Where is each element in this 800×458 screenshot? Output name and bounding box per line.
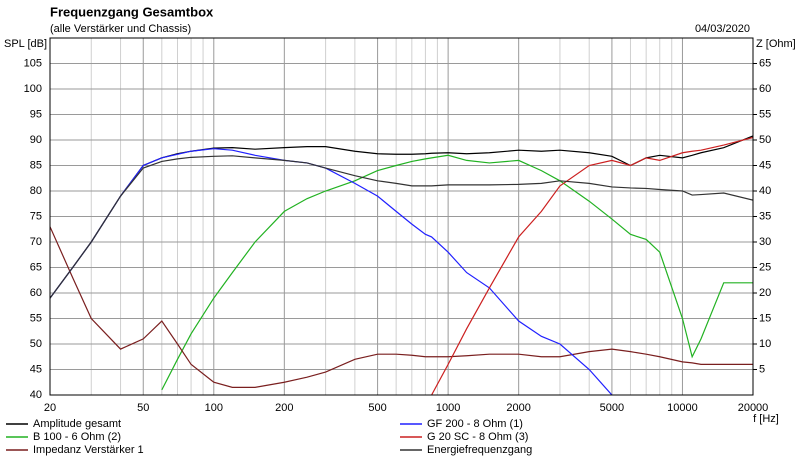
y-tick-label: 100 — [24, 83, 42, 95]
y-tick-label: 105 — [24, 57, 42, 69]
y2-axis-label: Z [Ohm] — [756, 38, 796, 50]
y2-tick-label: 35 — [759, 210, 771, 222]
x-tick-label: 20 — [44, 402, 56, 414]
x-tick-label: 20000 — [738, 402, 769, 414]
y-tick-label: 50 — [30, 338, 42, 350]
y2-tick-label: 15 — [759, 312, 771, 324]
y-tick-label: 40 — [30, 389, 42, 401]
x-tick-label: 100 — [205, 402, 223, 414]
x-tick-label: 2000 — [506, 402, 530, 414]
y2-tick-label: 55 — [759, 108, 771, 120]
series-line — [431, 136, 753, 395]
x-tick-label: 1000 — [436, 402, 460, 414]
y2-tick-label: 45 — [759, 159, 771, 171]
plot-lines — [50, 135, 753, 395]
y2-tick-label: 65 — [759, 57, 771, 69]
date: 04/03/2020 — [695, 23, 750, 35]
y-axis-label: SPL [dB] — [4, 38, 47, 50]
x-axis-label: f [Hz] — [753, 413, 779, 425]
y2-tick-label: 60 — [759, 83, 771, 95]
y-tick-label: 85 — [30, 159, 42, 171]
y2-tick-label: 50 — [759, 134, 771, 146]
y2-tick-label: 30 — [759, 236, 771, 248]
y2-tick-label: 5 — [759, 363, 765, 375]
chart-title: Frequenzgang Gesamtbox — [50, 4, 214, 19]
legend-label: GF 200 - 8 Ohm (1) — [427, 418, 523, 430]
y2-tick-label: 40 — [759, 185, 771, 197]
legend-label: Amplitude gesamt — [33, 418, 121, 430]
x-tick-label: 500 — [368, 402, 386, 414]
y-tick-label: 65 — [30, 261, 42, 273]
chart-subtitle: (alle Verstärker und Chassis) — [50, 23, 191, 35]
y-tick-label: 45 — [30, 363, 42, 375]
legend-label: Energiefrequenzgang — [427, 444, 532, 456]
x-tick-label: 5000 — [600, 402, 624, 414]
x-tick-label: 50 — [137, 402, 149, 414]
legend-label: G 20 SC - 8 Ohm (3) — [427, 431, 528, 443]
legend-label: B 100 - 6 Ohm (2) — [33, 431, 121, 443]
y2-tick-label: 10 — [759, 338, 771, 350]
y-tick-label: 70 — [30, 236, 42, 248]
series-line — [161, 154, 753, 391]
y-tick-label: 60 — [30, 287, 42, 299]
y-tick-label: 95 — [30, 108, 42, 120]
y2-tick-label: 20 — [759, 287, 771, 299]
y-tick-label: 55 — [30, 312, 42, 324]
x-tick-label: 10000 — [667, 402, 698, 414]
y-tick-label: 80 — [30, 185, 42, 197]
series-line — [50, 148, 613, 395]
y-tick-label: 75 — [30, 210, 42, 222]
series-line — [50, 226, 753, 388]
x-tick-label: 200 — [275, 402, 293, 414]
legend-label: Impedanz Verstärker 1 — [33, 444, 144, 456]
series-line — [50, 155, 753, 299]
y-tick-label: 90 — [30, 134, 42, 146]
y2-tick-label: 25 — [759, 261, 771, 273]
